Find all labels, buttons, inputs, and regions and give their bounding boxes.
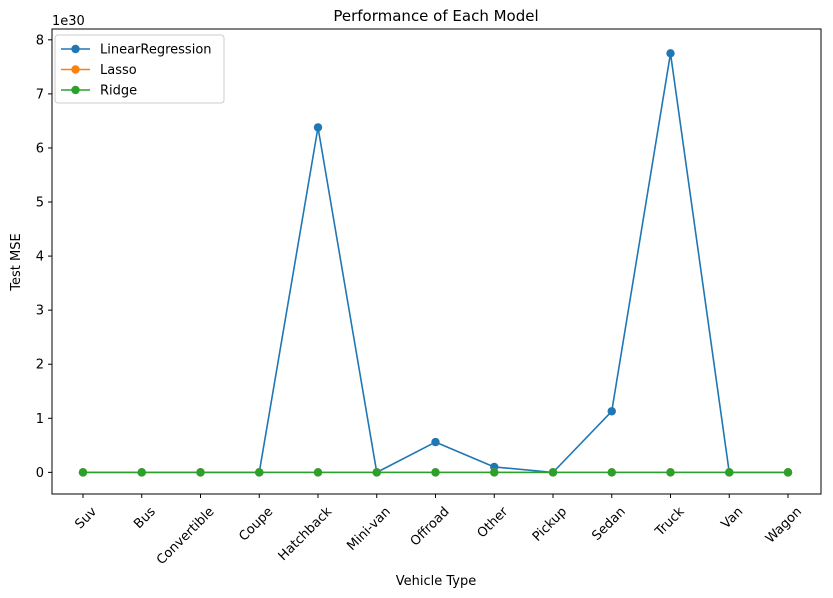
legend-item-ridge: Ridge	[61, 84, 137, 99]
y-axis-ticks: 0 1 2 3 4 5 6 7 8	[36, 33, 52, 481]
y-axis-title: Test MSE	[9, 233, 24, 291]
y-tick-label: 4	[36, 250, 44, 265]
plot-area	[78, 49, 793, 477]
data-point-ridge	[313, 468, 323, 477]
data-point-ridge	[196, 468, 205, 477]
chart-title: Performance of Each Model	[333, 7, 538, 25]
data-point-linearregression	[607, 407, 616, 416]
plot-frame	[51, 28, 822, 495]
y-tick-label: 1	[36, 412, 44, 427]
y-tick-label: 2	[36, 358, 44, 373]
data-point-ridge	[372, 468, 381, 477]
legend-box	[54, 34, 225, 104]
data-point-ridge	[78, 468, 88, 477]
series-ridge	[78, 468, 793, 477]
data-point-ridge	[607, 468, 616, 477]
data-point-ridge	[548, 468, 558, 477]
legend: LinearRegression Lasso Ridge	[54, 34, 225, 104]
y-tick-label: 0	[36, 466, 44, 481]
legend-marker	[71, 65, 80, 74]
legend-item-linearregression: LinearRegression	[61, 43, 212, 58]
data-point-ridge	[666, 468, 675, 477]
data-point-linearregression	[666, 49, 675, 58]
x-axis-title: Vehicle Type	[396, 574, 476, 589]
data-point-linearregression	[313, 123, 323, 132]
y-tick-label: 3	[36, 304, 44, 319]
data-point-ridge	[137, 468, 146, 477]
y-tick-label: 8	[36, 33, 44, 48]
y-axis-offset-label: 1e30	[52, 14, 85, 29]
y-tick-label: 7	[36, 87, 44, 102]
legend-label: Lasso	[100, 63, 137, 78]
y-tick-label: 5	[36, 196, 44, 211]
legend-marker	[71, 44, 80, 54]
data-point-ridge	[431, 468, 440, 477]
legend-label: LinearRegression	[100, 43, 212, 58]
data-point-linearregression	[431, 437, 440, 447]
legend-marker	[71, 85, 80, 95]
legend-item-lasso: Lasso	[61, 63, 137, 78]
y-tick-label: 6	[36, 141, 44, 156]
legend-label: Ridge	[100, 84, 137, 99]
data-point-ridge	[490, 468, 499, 477]
data-point-ridge	[255, 468, 264, 477]
data-point-ridge	[783, 468, 793, 477]
data-point-ridge	[725, 468, 734, 477]
